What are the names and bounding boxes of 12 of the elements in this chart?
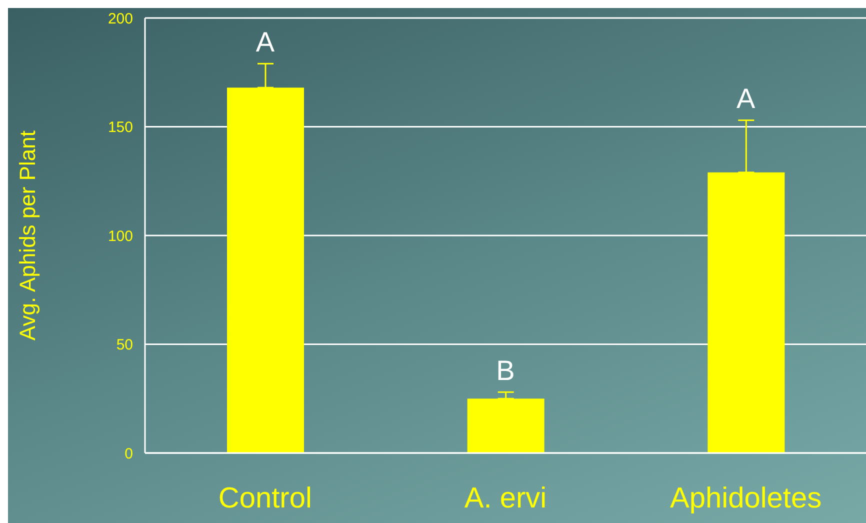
x-tick-label: Control <box>218 482 312 515</box>
y-tick-label: 50 <box>116 336 133 354</box>
x-tick-label: A. ervi <box>464 482 547 515</box>
y-tick-label: 0 <box>124 445 133 462</box>
annotation: A <box>256 26 275 58</box>
annotation: A <box>736 83 756 114</box>
x-tick-label: Aphidoletes <box>670 482 822 515</box>
y-tick-label: 150 <box>108 119 133 136</box>
y-tick-label: 200 <box>108 10 133 28</box>
y-tick-label: 100 <box>108 228 133 245</box>
annotation: B <box>496 355 515 386</box>
y-axis-title: Avg. Aphids per Plant <box>14 130 40 340</box>
